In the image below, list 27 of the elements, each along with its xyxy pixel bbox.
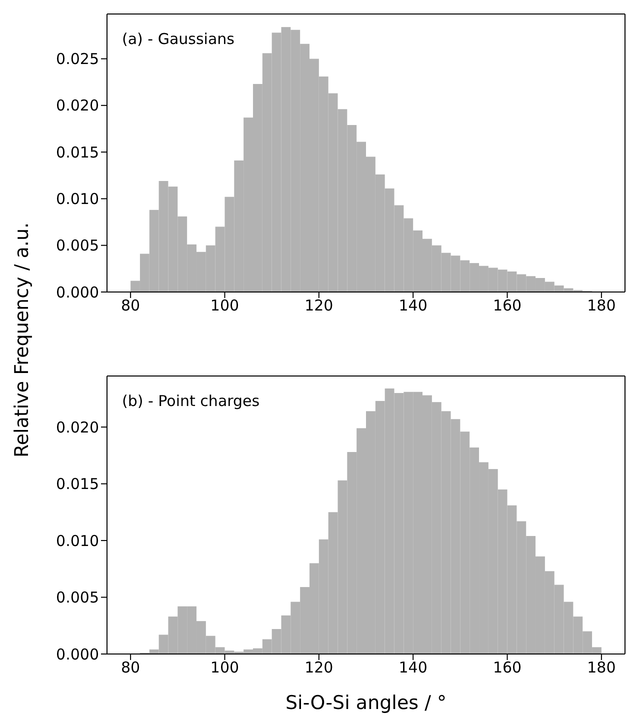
x-tick-label: 140 [398,296,428,315]
y-tick-label: 0.015 [56,475,99,494]
y-tick-label: 0.015 [56,143,99,162]
y-tick-label: 0.005 [56,588,99,607]
y-tick-label: 0.010 [56,532,99,550]
x-tick-label: 160 [492,658,522,677]
y-tick-label: 0.010 [56,190,99,208]
x-tick-label: 180 [587,296,616,315]
annotation: (b) - Point charges [122,392,260,410]
x-tick-label: 100 [210,296,240,315]
y-tick-label: 0.005 [56,236,99,255]
y-tick-label: 0.020 [56,96,99,115]
annotation: (a) - Gaussians [122,30,235,48]
x-axis-title: Si-O-Si angles / ° [285,692,447,714]
x-tick-label: 160 [492,296,522,315]
y-tick-label: 0.000 [56,645,99,664]
y-tick-label: 0.025 [56,50,99,68]
y-axis-title: Relative Frequency / a.u. [11,222,33,458]
x-tick-label: 80 [121,658,140,677]
x-tick-label: 120 [304,658,334,677]
x-tick-label: 100 [210,658,240,677]
x-tick-label: 140 [398,658,428,677]
y-tick-label: 0.000 [56,283,99,302]
x-tick-label: 80 [121,296,140,315]
y-tick-label: 0.020 [56,418,99,436]
x-tick-label: 180 [587,658,616,677]
x-tick-label: 120 [304,296,334,315]
